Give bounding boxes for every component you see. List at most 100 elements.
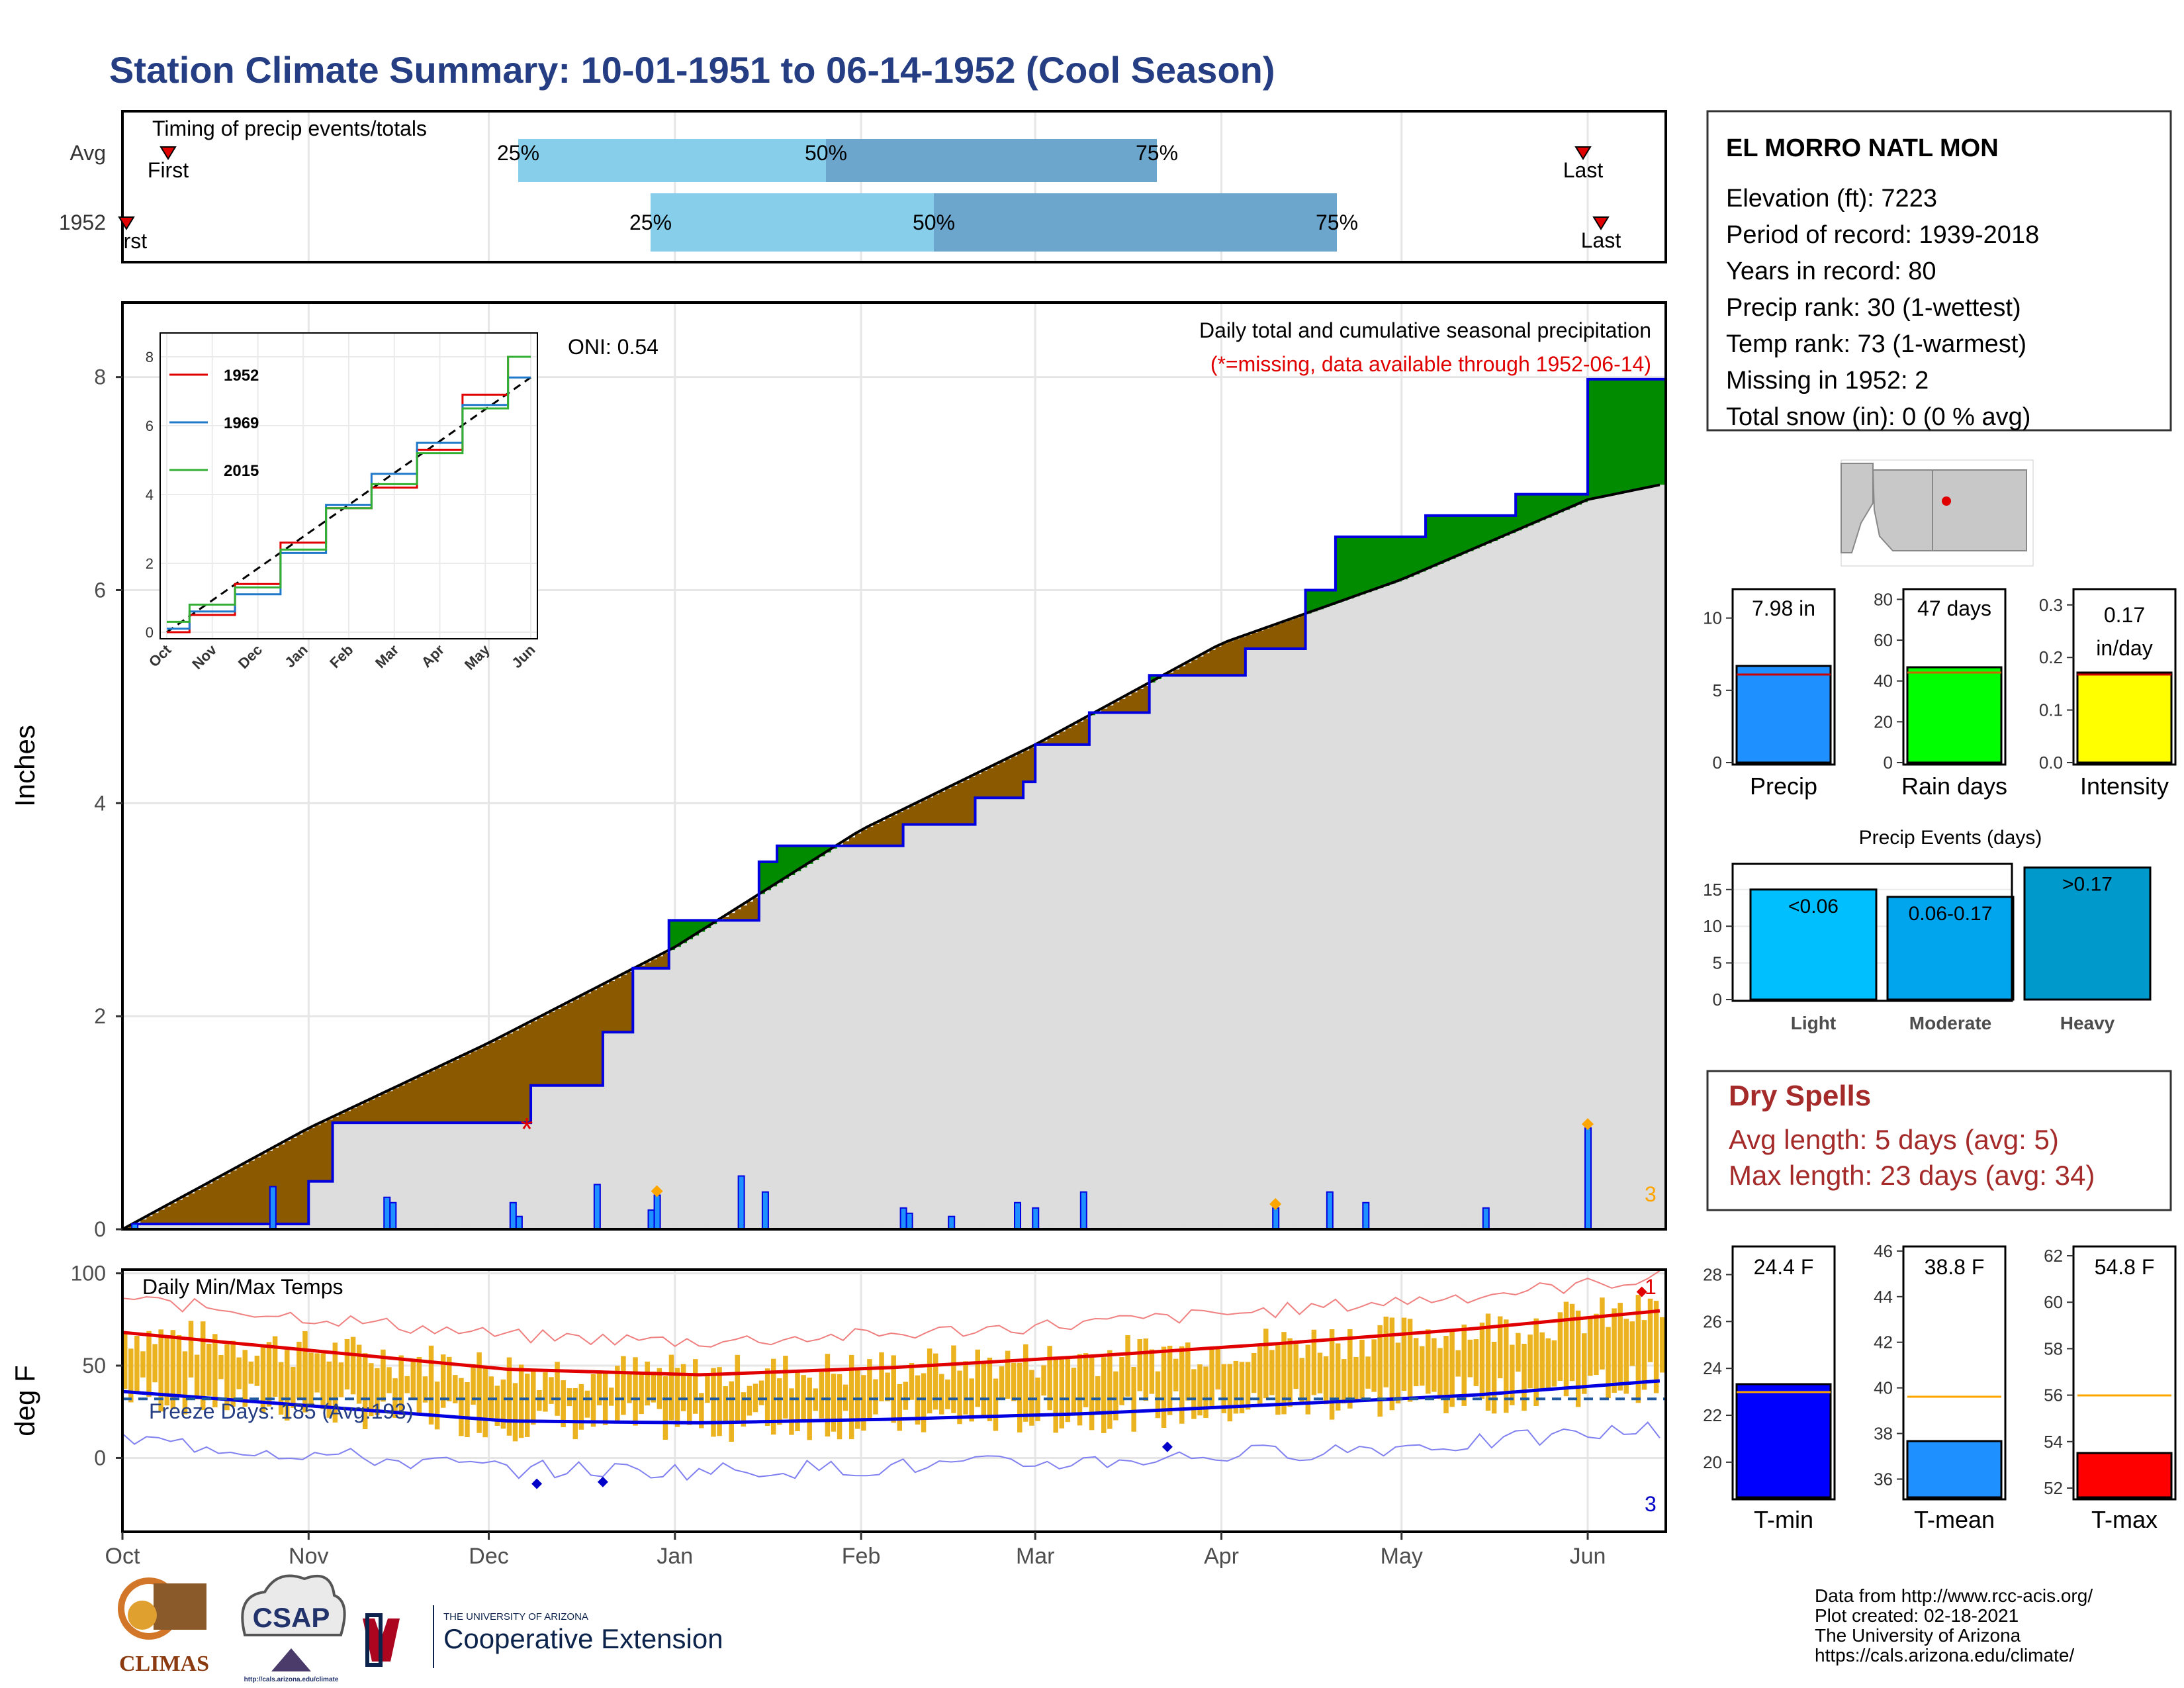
- mini-y-tick-label: 0.3: [2039, 595, 2063, 615]
- deficit-area-segment: [188, 1193, 195, 1224]
- daily-temp-range-bar: [783, 1356, 788, 1419]
- tmin-bar-chart: 24.4 F 20 22 24 26 28 T-min: [1703, 1245, 1836, 1533]
- daily-temp-range-bar: [1275, 1345, 1281, 1415]
- mini-y-tick-label: 80: [1874, 589, 1893, 609]
- daily-precip-bar: [593, 1184, 601, 1231]
- daily-temp-range-bar: [717, 1367, 722, 1436]
- avg-base-segment: [783, 878, 790, 1229]
- tmax-bar: [2076, 1452, 2173, 1499]
- avg-base-segment: [1077, 744, 1084, 1229]
- deficit-area-segment: [296, 1134, 303, 1224]
- avg-base-segment: [758, 894, 766, 1229]
- surplus-area-segment: [1395, 537, 1402, 582]
- avg-base-segment: [224, 1223, 231, 1229]
- daily-temp-range-bar: [338, 1362, 344, 1397]
- mini-y-tick-label: 62: [2044, 1246, 2063, 1266]
- daily-temp-range-bar: [164, 1336, 170, 1406]
- deficit-area-segment: [350, 1108, 357, 1123]
- mini-y-tick-label: 24: [1703, 1358, 1722, 1378]
- daily-temp-range-bar: [686, 1374, 692, 1425]
- daily-temp-range-bar: [657, 1368, 662, 1409]
- deficit-area-segment: [1221, 643, 1228, 676]
- surplus-area-segment: [1365, 537, 1372, 592]
- events-y-tick-label: 10: [1703, 916, 1722, 936]
- avg-base-segment: [1606, 496, 1612, 1229]
- daily-temp-range-bar: [801, 1375, 806, 1421]
- avg-base-segment: [416, 1123, 424, 1229]
- daily-temp-range-bar: [206, 1343, 212, 1396]
- deficit-area-segment: [572, 999, 580, 1086]
- inset-y-tick-label: 4: [146, 487, 154, 503]
- deficit-area-segment: [969, 776, 976, 825]
- avg-base-segment: [537, 1085, 543, 1229]
- intensity-value-2: in/day: [2096, 636, 2152, 660]
- daily-precip-bar: [899, 1207, 907, 1230]
- avg-base-segment: [897, 845, 904, 1229]
- deficit-area-segment: [1053, 735, 1060, 745]
- mini-y-tick-label: 52: [2044, 1478, 2063, 1498]
- avg-base-segment: [1125, 712, 1132, 1229]
- avg-base-segment: [381, 1123, 387, 1229]
- daily-temp-range-bar: [1311, 1329, 1317, 1395]
- daily-temp-range-bar: [1245, 1362, 1251, 1410]
- mini-bar-rain-days: 47 days 0 20 40 60 80 Rain days: [1874, 588, 2007, 800]
- deficit-area-segment: [1269, 626, 1276, 649]
- avg-base-segment: [428, 1123, 435, 1229]
- daily-temp-range-bar: [146, 1331, 152, 1397]
- surplus-area-segment: [1485, 515, 1492, 543]
- avg-base-segment: [1329, 605, 1336, 1229]
- avg-base-segment: [1299, 648, 1306, 1229]
- tmean-bar-chart: 38.8 F 36 38 40 42 44 46 T-mean: [1874, 1241, 2007, 1533]
- station-location-dot: [1942, 496, 1951, 506]
- event-bar-label: 0.06-0.17: [1909, 903, 1993, 925]
- daily-precip-bar: [948, 1215, 956, 1231]
- daily-temp-range-bar: [1594, 1313, 1599, 1376]
- daily-temp-range-bar: [506, 1357, 512, 1436]
- avg-base-segment: [1612, 494, 1619, 1229]
- avg-base-segment: [752, 920, 760, 1229]
- avg-base-segment: [471, 1123, 477, 1229]
- daily-temp-range-bar: [1233, 1360, 1239, 1414]
- avg-base-segment: [686, 939, 694, 1229]
- daily-temp-range-bar: [1443, 1335, 1449, 1413]
- daily-temp-range-bar: [747, 1385, 752, 1416]
- station-line-missing: Missing in 1952: 2: [1726, 367, 1929, 395]
- avg-base-segment: [1047, 744, 1054, 1229]
- avg-base-segment: [1287, 648, 1295, 1229]
- daily-temp-range-bar: [356, 1344, 362, 1404]
- daily-temp-range-bar: [981, 1361, 987, 1416]
- daily-temp-range-bar: [1522, 1343, 1527, 1411]
- timing-panel: Timing of precip events/totals Avg 1952 …: [59, 110, 1667, 263]
- daily-temp-range-bar: [1335, 1343, 1341, 1411]
- surplus-area-segment: [1347, 537, 1354, 599]
- avg-base-segment: [645, 968, 652, 1229]
- daily-temp-range-bar: [1533, 1318, 1539, 1406]
- daily-temp-range-bar: [951, 1345, 956, 1413]
- surplus-area-segment: [801, 845, 808, 868]
- daily-temp-range-bar: [711, 1368, 716, 1437]
- timing-year-bar-25-50: [651, 193, 934, 252]
- daily-temp-range-bar: [945, 1379, 950, 1409]
- daily-temp-range-bar: [362, 1353, 368, 1430]
- deficit-area-segment: [1185, 663, 1192, 676]
- inset-avg-line: [166, 376, 531, 633]
- ua-logo: THE UNIVERSITY OF ARIZONA Cooperative Ex…: [363, 1605, 723, 1668]
- daily-temp-range-bar: [1623, 1319, 1629, 1394]
- avg-base-segment: [1485, 543, 1492, 1230]
- deficit-area-segment: [398, 1085, 406, 1123]
- x-month-label: Jun: [1570, 1544, 1606, 1569]
- daily-temp-range-bar: [825, 1354, 831, 1437]
- precip-events-chart: Precip Events (days) <0.06 Light 0.06-0.17…: [1703, 827, 2152, 1033]
- daily-temp-range-bar: [1612, 1308, 1617, 1393]
- deficit-area-segment: [308, 1128, 315, 1182]
- avg-base-segment: [1539, 520, 1547, 1229]
- avg-base-segment: [1413, 574, 1420, 1229]
- avg-base-segment: [434, 1123, 441, 1229]
- deficit-area-segment: [1107, 705, 1114, 713]
- daily-temp-range-bar: [1203, 1366, 1208, 1419]
- precip-ylabel: Inches: [9, 725, 40, 807]
- daily-temp-range-bar: [1221, 1364, 1227, 1413]
- avg-base-segment: [1029, 782, 1036, 1229]
- x-month-label: Apr: [1204, 1544, 1239, 1569]
- timing-avg-p25: 25%: [497, 141, 539, 165]
